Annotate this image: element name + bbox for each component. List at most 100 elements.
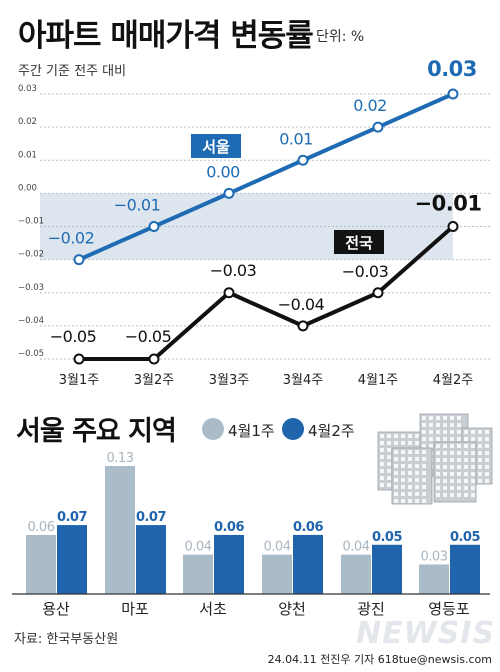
building-window [443,437,447,441]
building-window [471,465,475,469]
building-window [443,423,447,427]
building-window [471,486,475,490]
building-window [394,450,398,454]
bar [293,534,323,594]
building-window [485,479,489,483]
building-window [436,486,440,490]
y-tick-label: 0.00 [18,183,37,193]
source-note: 자료: 한국부동산원 [14,632,119,647]
building-window [457,465,461,469]
building-window [401,492,405,496]
data-point [297,154,309,166]
data-label: −0.02 [48,229,95,248]
building-window [415,485,419,489]
building-window [394,492,398,496]
building-window [429,416,433,420]
building-window [401,457,405,461]
bar [419,564,449,594]
building-window [464,430,468,434]
y-tick-label: −0.01 [18,217,44,227]
building-window [485,444,489,448]
building-window [457,430,461,434]
x-tick-label: 4월2주 [433,373,474,388]
building-window [443,451,447,455]
building-window [443,479,447,483]
building-window [387,441,391,445]
bar-value-label: 0.04 [343,540,370,555]
building-window [478,451,482,455]
bar-value-label: 0.06 [214,520,245,535]
building-window [443,493,447,497]
legend-label-week2: 4월2주 [308,422,355,440]
credit-line: 24.04.11 전진우 기자 618tue@newsis.com [267,653,492,666]
building-window [401,434,405,438]
data-point [372,287,384,299]
building-window [401,464,405,468]
building-window [422,416,426,420]
building-window [415,478,419,482]
series-tag-seoul-bg [191,134,241,158]
x-tick-label: 3월3주 [209,373,250,388]
x-tick-label: 3월4주 [283,373,324,388]
building-window [380,476,384,480]
y-tick-label: 0.03 [18,84,37,94]
bar-value-label: 0.06 [28,520,55,535]
data-label: 0.00 [206,162,240,181]
building-window [415,434,419,438]
building-window [485,437,489,441]
building-window [436,472,440,476]
building-window [408,499,412,503]
building-window [401,471,405,475]
category-label: 광진 [357,600,385,618]
data-point [73,254,85,266]
building-window [422,444,426,448]
data-point [447,88,459,100]
building-window [408,471,412,475]
data-label: 0.02 [353,96,387,115]
data-point [223,187,235,199]
data-point [148,353,160,365]
building-window [478,444,482,448]
bar-value-label: 0.03 [421,549,448,564]
bar [57,525,87,594]
category-label: 영등포 [428,600,470,618]
building-window [380,434,384,438]
building-window [415,499,419,503]
building-window [408,457,412,461]
bar [136,525,166,594]
bar-value-label: 0.04 [185,540,212,555]
data-label: 0.01 [279,129,313,148]
building-window [471,479,475,483]
building-window [471,430,475,434]
building-window [394,485,398,489]
building-window [387,462,391,466]
building-window [429,437,433,441]
building-window [443,465,447,469]
unit-label: 단위: % [316,29,365,45]
building-window [387,434,391,438]
building-window [471,493,475,497]
building-window [450,479,454,483]
data-label: −0.05 [125,327,172,346]
building-window [457,416,461,420]
building-window [387,476,391,480]
building-window [485,465,489,469]
building-window [380,441,384,445]
building-window [408,464,412,468]
data-point [73,353,85,365]
building-window [422,437,426,441]
data-point [223,287,235,299]
y-tick-label: −0.03 [18,283,44,293]
bar [26,534,56,594]
building-window [485,430,489,434]
building-window [394,441,398,445]
data-point [148,221,160,232]
building-window [450,493,454,497]
building-window [436,444,440,448]
building-window [478,437,482,441]
building-window [450,472,454,476]
building-window [464,444,468,448]
building-window [422,450,426,454]
legend-label-week1: 4월1주 [228,422,275,440]
